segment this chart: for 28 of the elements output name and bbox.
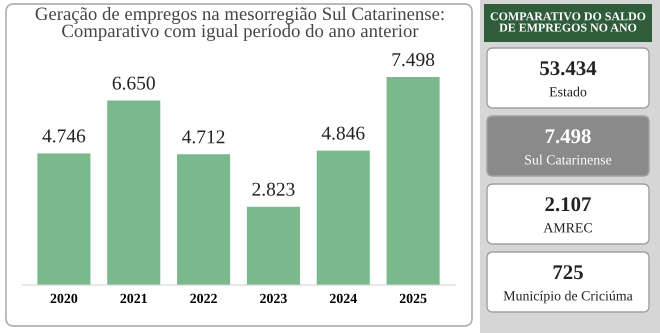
x-tick-label: 2021: [120, 294, 147, 304]
x-tick-label: 2023: [260, 294, 287, 304]
bar: [107, 100, 160, 285]
text: 2.107: [545, 197, 591, 212]
text: AMREC: [543, 223, 592, 232]
text: 7.498: [546, 129, 591, 144]
data-label: 4.846: [322, 126, 365, 140]
text: COMPARATIVO DO SALDO DE EMPREGOS NO ANO: [490, 12, 646, 32]
bar: [177, 154, 230, 285]
x-tick-label: 2020: [50, 294, 78, 304]
x-tick-label: 2024: [330, 294, 357, 304]
data-label: 4.746: [42, 129, 86, 143]
data-label: 2.823: [252, 182, 295, 196]
data-label: 7.498: [392, 53, 434, 66]
data-label: 4.712: [182, 130, 224, 144]
bar: [316, 150, 370, 285]
data-label: 6.650: [112, 76, 155, 90]
x-tick-label: 2025: [400, 294, 426, 304]
text: Estado: [550, 86, 586, 96]
text: 725: [554, 265, 583, 280]
bar: [386, 77, 440, 285]
text: 53.434: [540, 61, 596, 76]
bar: [37, 153, 90, 285]
text: Sul Catarinense: [525, 154, 612, 164]
text: Município de Criciúma: [504, 290, 633, 304]
chart-title: Geração de empregos na mesorregião Sul Catarinense: Comparativo com igual período do ano anterior: [36, 6, 444, 42]
x-tick-label: 2022: [190, 294, 217, 304]
bar: [246, 206, 300, 285]
